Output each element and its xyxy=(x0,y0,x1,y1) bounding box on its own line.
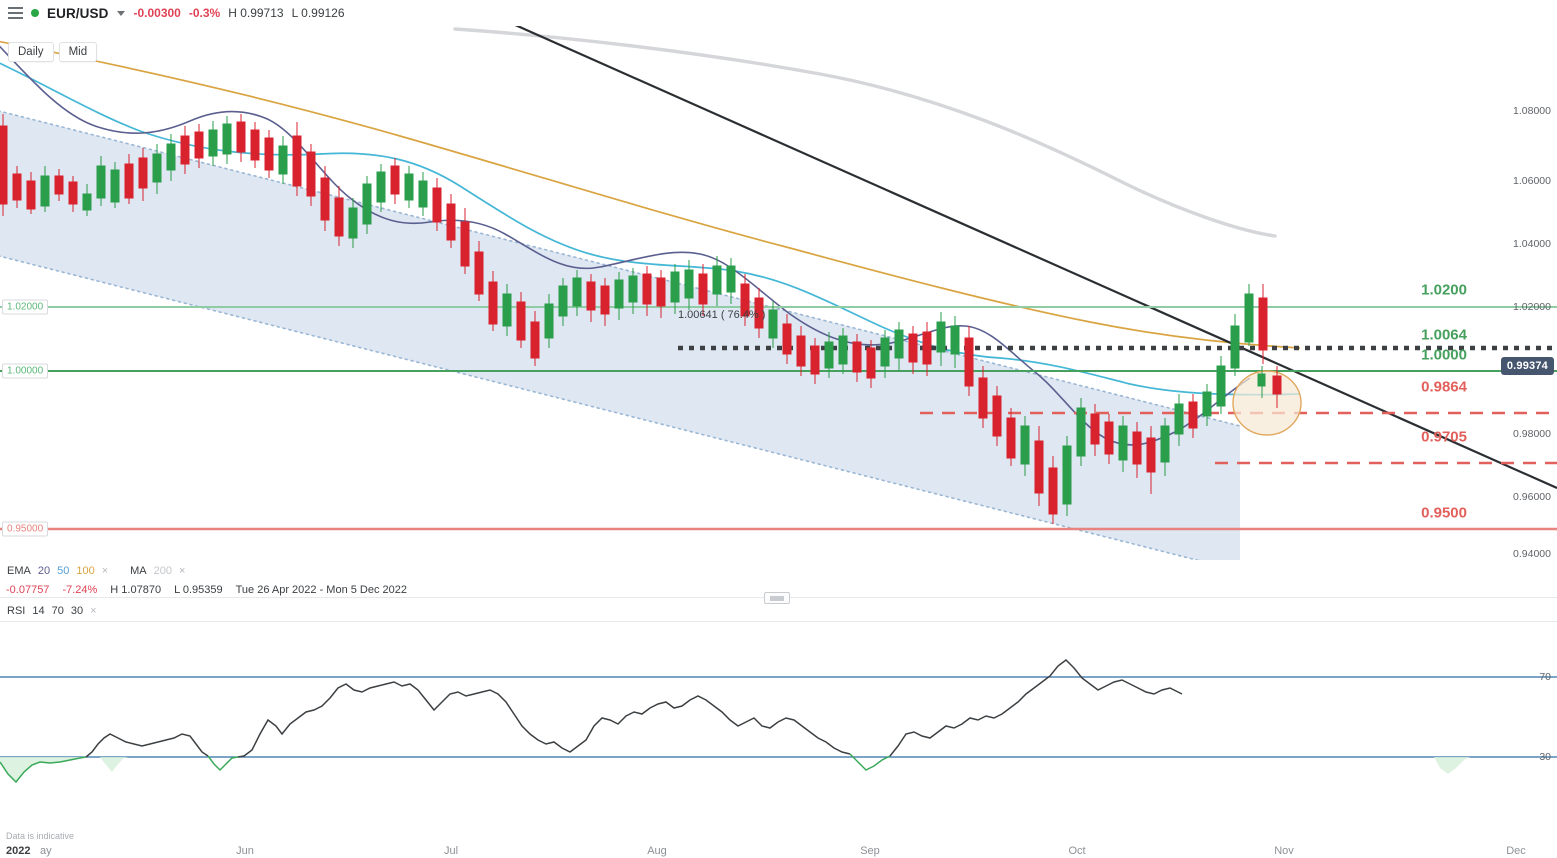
highlight-ellipse xyxy=(1232,370,1302,436)
time-axis-tick-aug: Aug xyxy=(647,845,667,857)
rsi-line-oversold-seg-2 xyxy=(207,755,239,772)
chart-setting-chips: Daily Mid xyxy=(8,42,98,62)
range-stats-line: -0.07757 -7.24% H 1.07870 L 0.95359 Tue … xyxy=(6,584,407,596)
level-label-1-0200: 1.0200 xyxy=(1421,281,1467,299)
hamburger-icon[interactable] xyxy=(8,7,23,19)
ema100-line xyxy=(0,40,1301,349)
rsi-line-main-3 xyxy=(889,659,1183,757)
time-axis-tick-dec: Dec xyxy=(1506,845,1526,857)
rsi-chart-svg xyxy=(0,659,1557,784)
rsi-axis-tick-70: 70 xyxy=(1539,671,1551,683)
price-axis-tick-0-98000: 0.98000 xyxy=(1513,428,1551,440)
price-axis-tick-1-02000: 1.02000 xyxy=(1513,301,1551,313)
rsi-line-main-2 xyxy=(237,681,851,758)
price-change-percent: -0.3% xyxy=(188,6,221,20)
descending-trendline xyxy=(514,26,1557,490)
market-open-dot-icon xyxy=(31,9,39,17)
price-axis-tick-1-04000: 1.04000 xyxy=(1513,238,1551,250)
price-axis-tick-1-08000: 1.08000 xyxy=(1513,105,1551,117)
left-level-tag-1-00000[interactable]: 1.00000 xyxy=(2,363,49,379)
range-change-absolute: -0.07757 xyxy=(6,584,50,596)
session-low: L 0.99126 xyxy=(291,6,345,20)
rsi-chart-pane[interactable]: 70 30 xyxy=(0,622,1557,822)
left-level-tag-0-95000[interactable]: 0.95000 xyxy=(2,521,49,537)
rsi-line-oversold-seg-1 xyxy=(0,756,87,784)
rsi-legend-title: RSI xyxy=(7,605,26,617)
pane-resize-handle[interactable] xyxy=(764,592,790,604)
rsi-line-oversold-seg-3 xyxy=(849,753,891,771)
ema-period-50[interactable]: 50 xyxy=(57,565,70,577)
range-change-percent: -7.24% xyxy=(62,584,98,596)
remove-rsi-icon[interactable]: × xyxy=(90,605,97,617)
timeframe-chip-daily[interactable]: Daily xyxy=(8,42,54,62)
ma200-line xyxy=(453,27,1277,238)
time-axis-tick-2022: 2022 xyxy=(6,845,31,857)
range-high: H 1.07870 xyxy=(110,584,162,596)
range-dates: Tue 26 Apr 2022 - Mon 5 Dec 2022 xyxy=(235,584,408,596)
rsi-indicator-legend: RSI 14 70 30 × xyxy=(7,605,97,617)
chevron-down-icon[interactable] xyxy=(117,10,126,16)
rsi-upper-band[interactable]: 70 xyxy=(51,605,64,617)
ema-indicator-legend: EMA 20 50 100 × MA 200 × xyxy=(7,565,185,577)
price-axis-tick-0-94000: 0.94000 xyxy=(1513,548,1551,560)
price-axis-tick-1-06000: 1.06000 xyxy=(1513,175,1551,187)
ema-legend-title: EMA xyxy=(7,565,31,577)
range-low: L 0.95359 xyxy=(174,584,223,596)
rsi-axis-tick-30: 30 xyxy=(1539,751,1551,763)
time-axis: 2022 ay Jun Jul Aug Sep Oct Nov Dec xyxy=(0,845,1557,858)
ma-legend-title: MA xyxy=(130,565,147,577)
fibonacci-annotation: 1.00641 ( 76.4% ) xyxy=(678,309,766,321)
session-high: H 0.99713 xyxy=(228,6,284,20)
ema20-line xyxy=(0,45,1251,446)
price-chart-svg xyxy=(0,26,1557,560)
level-label-0-9500: 0.9500 xyxy=(1421,504,1467,522)
instrument-name: EUR/USD xyxy=(47,5,109,21)
price-axis-tick-0-96000: 0.96000 xyxy=(1513,491,1551,503)
time-axis-tick-jun: Jun xyxy=(236,845,254,857)
channel-lower-boundary xyxy=(0,255,1200,560)
remove-ma-icon[interactable]: × xyxy=(179,565,186,577)
level-label-1-0000: 1.0000 xyxy=(1421,346,1467,364)
time-axis-tick-oct: Oct xyxy=(1068,845,1086,857)
rsi-lower-band[interactable]: 30 xyxy=(70,605,84,617)
level-label-1-0064: 1.0064 xyxy=(1421,326,1467,344)
level-label-0-9705: 0.9705 xyxy=(1421,428,1467,446)
current-price-badge: 0.99374 xyxy=(1500,357,1554,375)
price-chart-pane[interactable]: 1.08000 1.06000 1.04000 1.02000 1.00000 … xyxy=(0,26,1557,560)
left-level-tag-1-02000[interactable]: 1.02000 xyxy=(2,299,49,315)
rsi-line-main xyxy=(85,733,209,758)
level-label-0-9864: 0.9864 xyxy=(1421,378,1467,396)
time-axis-tick-nov: Nov xyxy=(1274,845,1294,857)
candlestick-series xyxy=(0,114,1282,524)
price-change-absolute: -0.00300 xyxy=(133,6,181,20)
time-axis-tick-sep: Sep xyxy=(860,845,880,857)
data-indicative-note: Data is indicative xyxy=(6,831,75,841)
pricetype-chip-mid[interactable]: Mid xyxy=(58,42,98,62)
time-axis-tick-jul: Jul xyxy=(443,845,459,857)
remove-ema-icon[interactable]: × xyxy=(101,565,109,577)
ema-period-100[interactable]: 100 xyxy=(76,565,95,577)
descending-channel-band xyxy=(0,111,1240,560)
ema-period-20[interactable]: 20 xyxy=(37,565,51,577)
ma-period-200[interactable]: 200 xyxy=(153,565,172,577)
rsi-period[interactable]: 14 xyxy=(32,605,45,617)
time-axis-tick-may: ay xyxy=(40,845,52,857)
rsi-pane-divider xyxy=(0,621,1557,622)
top-bar: EUR/USD -0.00300 -0.3% H 0.99713 L 0.991… xyxy=(0,0,1557,26)
